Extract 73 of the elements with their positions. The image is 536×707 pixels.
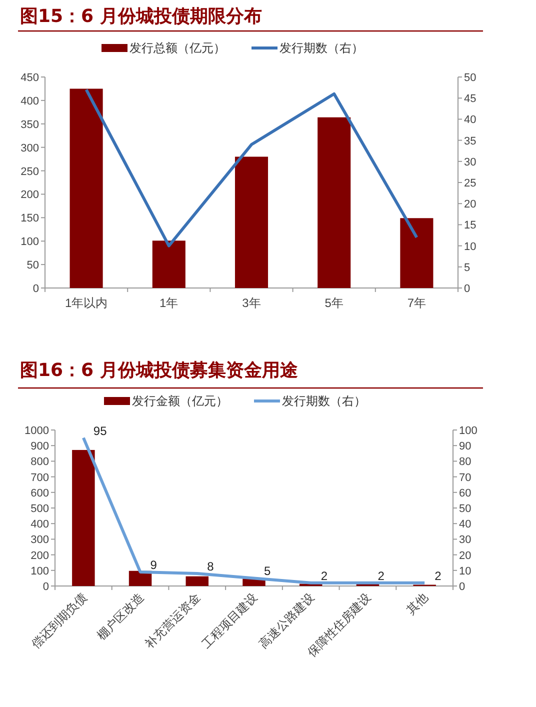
y2-tick-label: 20 — [459, 550, 472, 562]
y2-tick-label: 0 — [464, 283, 470, 295]
y-tick-label: 1000 — [24, 425, 49, 437]
data-label: 2 — [434, 568, 442, 583]
y2-tick-label: 5 — [464, 262, 470, 274]
y2-tick-label: 50 — [459, 503, 472, 515]
y2-tick-label: 40 — [464, 114, 476, 126]
y2-tick-label: 80 — [459, 456, 472, 468]
legend-label: 发行金额（亿元） — [132, 394, 228, 408]
x-tick-label: 其他 — [404, 590, 431, 618]
legend-label: 发行总额（亿元） — [130, 41, 226, 55]
data-label: 2 — [378, 568, 385, 583]
x-tick-label: 3年 — [242, 296, 261, 310]
y-tick-label: 200 — [30, 550, 49, 562]
data-label: 8 — [207, 560, 214, 574]
y-tick-label: 700 — [30, 472, 49, 484]
y-tick-label: 400 — [20, 95, 39, 108]
x-tick-label: 7年 — [407, 296, 426, 310]
y-tick-label: 200 — [20, 189, 39, 202]
y-tick-label: 350 — [20, 118, 39, 131]
y-tick-label: 800 — [30, 456, 49, 468]
y2-tick-label: 100 — [459, 425, 478, 437]
y-tick-label: 0 — [42, 581, 49, 593]
chart-title: 图15：6 月份城投债期限分布 — [20, 6, 262, 27]
data-label: 95 — [93, 424, 108, 438]
y2-tick-label: 70 — [459, 472, 472, 484]
y-tick-label: 500 — [30, 503, 49, 515]
bar — [186, 576, 209, 586]
data-label: 5 — [264, 564, 271, 578]
y-tick-label: 600 — [30, 487, 49, 500]
y2-tick-label: 50 — [464, 72, 476, 84]
y2-tick-label: 20 — [464, 198, 476, 211]
y2-tick-label: 60 — [459, 487, 472, 500]
y-tick-label: 150 — [20, 212, 39, 225]
y-tick-label: 900 — [30, 440, 49, 453]
y-tick-label: 100 — [20, 236, 39, 248]
data-label: 9 — [150, 558, 158, 572]
y2-tick-label: 0 — [459, 581, 466, 593]
x-tick-label: 偿还到期负债 — [28, 590, 90, 652]
y2-tick-label: 10 — [459, 565, 472, 578]
data-label: 2 — [320, 568, 328, 583]
y2-tick-label: 45 — [464, 93, 476, 106]
y-tick-label: 300 — [30, 534, 49, 546]
y2-tick-label: 10 — [464, 240, 476, 253]
y-tick-label: 0 — [32, 283, 39, 295]
x-tick-label: 1年 — [160, 296, 178, 310]
bar — [152, 240, 186, 288]
y-tick-label: 400 — [30, 518, 49, 531]
y2-tick-label: 40 — [459, 518, 472, 531]
bar — [318, 117, 351, 288]
bar — [72, 450, 95, 586]
chart-title: 图16：6 月份城投债募集资金用途 — [20, 360, 298, 381]
y2-tick-label: 30 — [464, 156, 476, 168]
legend-label: 发行期数（右） — [282, 394, 366, 408]
x-tick-label: 5年 — [324, 296, 344, 310]
y2-tick-label: 90 — [459, 440, 472, 453]
line-series — [82, 436, 426, 584]
bar — [70, 88, 103, 288]
y2-tick-label: 35 — [464, 135, 476, 148]
bar — [234, 156, 268, 288]
x-tick-label: 工程项目建设 — [199, 590, 260, 652]
y-tick-label: 300 — [20, 142, 39, 154]
y2-tick-label: 25 — [464, 178, 476, 190]
y-tick-label: 450 — [20, 72, 39, 84]
y-tick-label: 50 — [26, 260, 39, 272]
y-tick-label: 250 — [20, 166, 39, 178]
legend-label: 发行期数（右） — [280, 41, 364, 55]
y2-tick-label: 30 — [459, 534, 472, 546]
line-series — [84, 88, 418, 248]
x-tick-label: 1年以内 — [64, 296, 108, 310]
y2-tick-label: 15 — [464, 220, 476, 232]
bar — [400, 218, 434, 288]
y-tick-label: 100 — [30, 565, 49, 578]
